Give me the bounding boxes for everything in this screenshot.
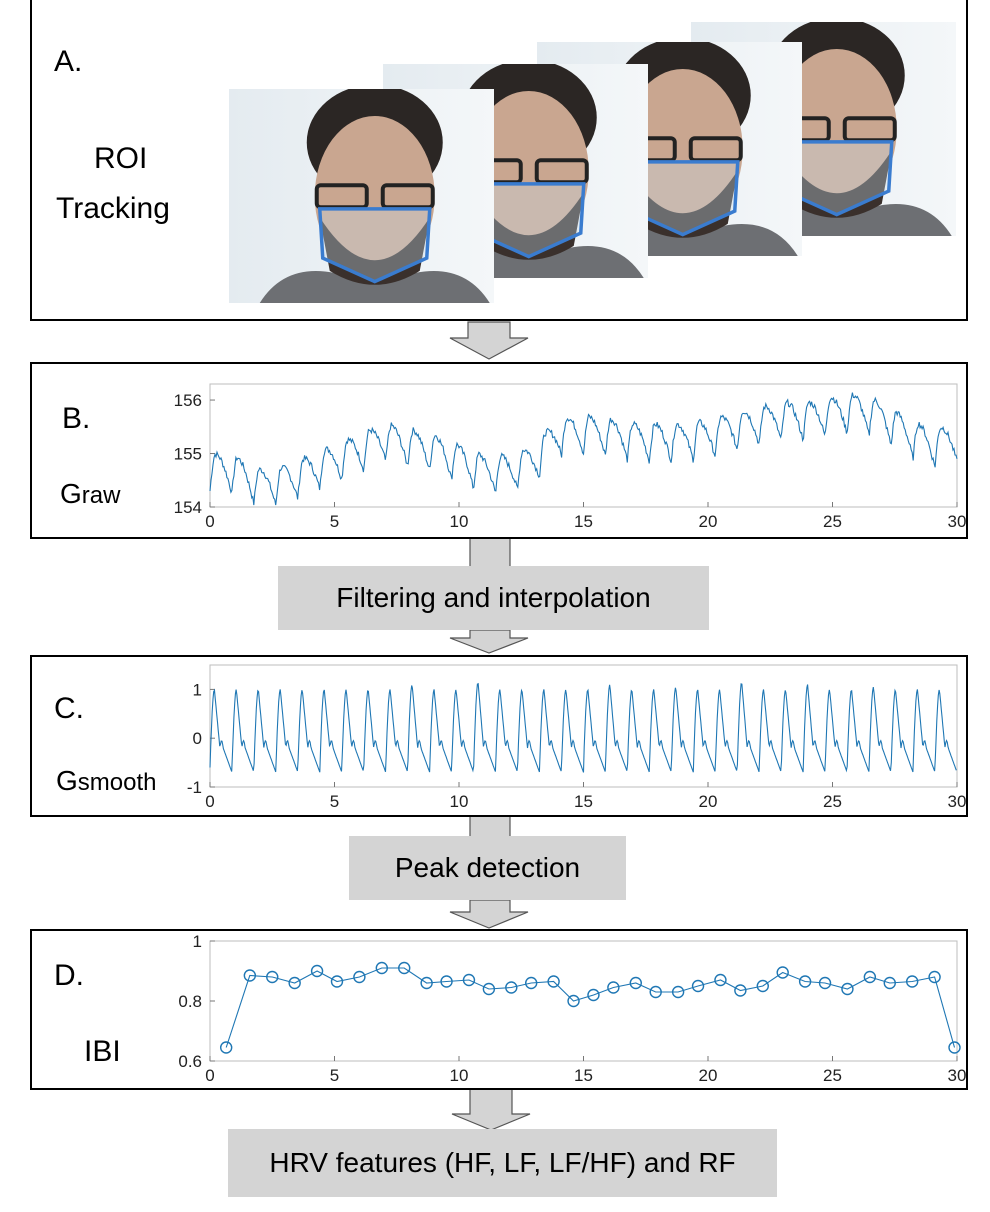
panel-d-label: D.: [54, 959, 84, 992]
ibi-point: [863, 970, 877, 984]
x-tick-label: 30: [948, 792, 967, 811]
y-tick-label: -1: [187, 778, 202, 797]
ibi-point: [798, 975, 812, 988]
stage-peak-detection: Peak detection: [349, 836, 626, 900]
y-tick-label: 154: [174, 498, 202, 517]
x-tick-label: 5: [330, 1066, 339, 1085]
ibi-point: [353, 970, 366, 984]
y-tick-label: 0: [193, 729, 202, 748]
x-tick-label: 15: [574, 792, 593, 811]
ibi-point: [440, 975, 453, 988]
ibi-point: [756, 979, 769, 993]
x-tick-label: 0: [205, 512, 214, 531]
stage-filtering: Filtering and interpolation: [278, 566, 709, 630]
ibi-point: [310, 964, 324, 978]
gsmooth-main: G: [56, 765, 78, 796]
panel-c-label: C.: [54, 692, 84, 725]
ibi-label: IBI: [84, 1035, 121, 1068]
ibi-point: [398, 961, 411, 975]
x-tick-label: 25: [823, 1066, 842, 1085]
panel-smooth-signal: C. Gsmooth: [30, 655, 968, 817]
x-tick-label: 10: [450, 512, 469, 531]
y-tick-label: 155: [174, 445, 202, 464]
ibi-point: [567, 994, 580, 1008]
face-frame-1: [229, 89, 494, 303]
ibi-point: [629, 976, 642, 990]
ibi-point: [649, 985, 662, 999]
stage-hrv-features: HRV features (HF, LF, LF/HF) and RF: [228, 1129, 777, 1197]
ibi-point: [525, 976, 538, 990]
series-line-2: [225, 967, 956, 1048]
arrow-peak-to-d: [449, 899, 529, 929]
x-tick-label: 15: [574, 1066, 593, 1085]
roi-label: ROI: [94, 142, 148, 175]
gsmooth-sub: smooth: [77, 769, 157, 796]
ibi-point: [714, 973, 727, 987]
y-tick-label: 0.6: [178, 1052, 202, 1071]
x-tick-label: 15: [574, 512, 593, 531]
ibi-point: [841, 982, 854, 996]
ibi-point: [905, 975, 919, 988]
graw-label: Graw: [60, 478, 120, 510]
x-tick-label: 0: [205, 792, 214, 811]
tracking-label: Tracking: [56, 192, 170, 225]
x-tick-label: 25: [823, 792, 842, 811]
y-tick-label: 1: [193, 932, 202, 951]
ibi-point: [818, 976, 832, 990]
ibi-point: [671, 985, 685, 999]
panel-b-label: B.: [62, 402, 91, 435]
graw-main: G: [60, 478, 82, 509]
ibi-point: [948, 1041, 961, 1054]
ibi-point: [462, 973, 476, 987]
ibi-point: [607, 981, 620, 994]
x-tick-label: 5: [330, 792, 339, 811]
y-tick-label: 156: [174, 391, 202, 410]
arrow-filter-to-c: [449, 629, 529, 654]
panel-a-label: A.: [54, 45, 83, 78]
ibi-point: [375, 961, 389, 975]
y-tick-label: 0.8: [178, 992, 202, 1011]
x-tick-label: 25: [823, 512, 842, 531]
ibi-point: [734, 984, 747, 997]
ibi-point: [420, 976, 433, 990]
x-tick-label: 30: [948, 1066, 967, 1085]
x-tick-label: 5: [330, 512, 339, 531]
panel-raw-signal: B. Graw: [30, 362, 968, 539]
ibi-point: [587, 988, 600, 1002]
ibi-point: [266, 970, 279, 984]
face-photo-icon: [229, 89, 494, 303]
y-tick-label: 1: [193, 680, 202, 699]
series-line-1: [209, 682, 957, 773]
ibi-point: [330, 975, 344, 988]
ibi-point: [219, 1041, 233, 1054]
ibi-point: [547, 975, 560, 988]
x-tick-label: 30: [948, 512, 967, 531]
panel-ibi: D. IBI: [30, 929, 968, 1090]
ibi-point: [691, 979, 705, 993]
x-tick-label: 0: [205, 1066, 214, 1085]
x-tick-label: 20: [699, 512, 718, 531]
ibi-point: [243, 969, 257, 982]
x-tick-label: 20: [699, 1066, 718, 1085]
arrow-a-to-b: [449, 321, 529, 360]
plot-area-2: [209, 940, 958, 1062]
ibi-point: [776, 966, 789, 979]
plot-area-0: [209, 383, 958, 508]
ibi-point: [883, 976, 896, 990]
ibi-point: [482, 982, 496, 996]
ibi-point: [928, 970, 941, 984]
x-tick-label: 10: [450, 792, 469, 811]
arrow-d-to-hrv: [451, 1087, 531, 1131]
x-tick-label: 10: [450, 1066, 469, 1085]
ibi-point: [505, 981, 518, 994]
x-tick-label: 20: [699, 792, 718, 811]
gsmooth-label: Gsmooth: [56, 765, 156, 797]
graw-sub: raw: [81, 482, 121, 509]
series-line-0: [209, 392, 958, 506]
ibi-point: [288, 976, 301, 990]
